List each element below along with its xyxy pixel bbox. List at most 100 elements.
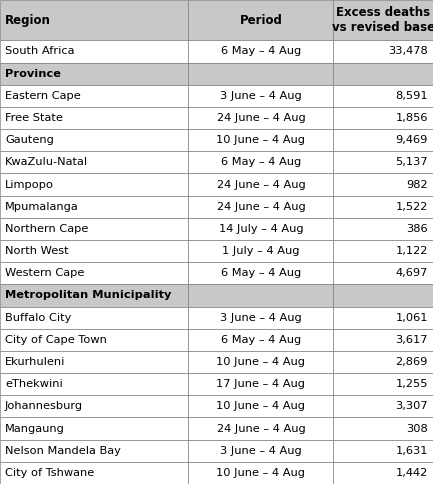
- Text: 3 June – 4 Aug: 3 June – 4 Aug: [220, 91, 302, 101]
- Bar: [0, 439, 188, 462]
- Bar: [0, 285, 188, 306]
- Bar: [188, 285, 333, 306]
- Text: Nelson Mandela Bay: Nelson Mandela Bay: [5, 446, 121, 456]
- Text: 3 June – 4 Aug: 3 June – 4 Aug: [220, 446, 302, 456]
- Text: 6 May – 4 Aug: 6 May – 4 Aug: [221, 46, 301, 57]
- Bar: [188, 218, 333, 240]
- Text: KwaZulu-Natal: KwaZulu-Natal: [5, 157, 88, 167]
- Bar: [188, 395, 333, 417]
- Bar: [188, 462, 333, 484]
- Bar: [0, 85, 188, 107]
- Text: 1,061: 1,061: [395, 313, 428, 323]
- Bar: [333, 40, 433, 62]
- Bar: [188, 129, 333, 151]
- Bar: [333, 129, 433, 151]
- Text: Limpopo: Limpopo: [5, 180, 54, 190]
- Bar: [188, 173, 333, 196]
- Bar: [333, 107, 433, 129]
- Text: 1,442: 1,442: [396, 468, 428, 478]
- Bar: [0, 462, 188, 484]
- Text: 982: 982: [407, 180, 428, 190]
- Text: 4,697: 4,697: [396, 268, 428, 278]
- Text: City of Tshwane: City of Tshwane: [5, 468, 94, 478]
- Bar: [333, 262, 433, 285]
- Bar: [188, 262, 333, 285]
- Bar: [188, 351, 333, 373]
- Bar: [333, 240, 433, 262]
- Bar: [333, 218, 433, 240]
- Bar: [188, 0, 333, 40]
- Bar: [188, 40, 333, 62]
- Bar: [0, 196, 188, 218]
- Text: 24 June – 4 Aug: 24 June – 4 Aug: [216, 202, 305, 212]
- Bar: [333, 196, 433, 218]
- Bar: [188, 196, 333, 218]
- Text: 1,856: 1,856: [395, 113, 428, 123]
- Text: Mpumalanga: Mpumalanga: [5, 202, 79, 212]
- Text: 2,869: 2,869: [396, 357, 428, 367]
- Text: 6 May – 4 Aug: 6 May – 4 Aug: [221, 157, 301, 167]
- Text: 308: 308: [406, 424, 428, 434]
- Text: Period: Period: [239, 14, 282, 27]
- Bar: [333, 439, 433, 462]
- Bar: [188, 151, 333, 173]
- Bar: [333, 373, 433, 395]
- Text: Johannesburg: Johannesburg: [5, 401, 83, 411]
- Bar: [188, 306, 333, 329]
- Bar: [333, 351, 433, 373]
- Text: Metropolitan Municipality: Metropolitan Municipality: [5, 290, 171, 301]
- Bar: [333, 85, 433, 107]
- Bar: [188, 85, 333, 107]
- Bar: [188, 329, 333, 351]
- Text: 10 June – 4 Aug: 10 June – 4 Aug: [216, 357, 305, 367]
- Bar: [188, 107, 333, 129]
- Bar: [0, 262, 188, 285]
- Text: North West: North West: [5, 246, 68, 256]
- Bar: [333, 329, 433, 351]
- Text: 24 June – 4 Aug: 24 June – 4 Aug: [216, 180, 305, 190]
- Text: 1,255: 1,255: [395, 379, 428, 389]
- Bar: [0, 240, 188, 262]
- Text: 24 June – 4 Aug: 24 June – 4 Aug: [216, 113, 305, 123]
- Bar: [0, 218, 188, 240]
- Bar: [188, 417, 333, 439]
- Text: Free State: Free State: [5, 113, 63, 123]
- Bar: [333, 285, 433, 306]
- Bar: [0, 40, 188, 62]
- Text: 17 June – 4 Aug: 17 June – 4 Aug: [216, 379, 305, 389]
- Bar: [0, 107, 188, 129]
- Bar: [333, 462, 433, 484]
- Bar: [188, 62, 333, 85]
- Text: Northern Cape: Northern Cape: [5, 224, 88, 234]
- Text: 33,478: 33,478: [388, 46, 428, 57]
- Text: 1,522: 1,522: [396, 202, 428, 212]
- Bar: [333, 0, 433, 40]
- Text: Eastern Cape: Eastern Cape: [5, 91, 81, 101]
- Text: Gauteng: Gauteng: [5, 135, 54, 145]
- Text: eThekwini: eThekwini: [5, 379, 63, 389]
- Bar: [0, 151, 188, 173]
- Bar: [333, 395, 433, 417]
- Text: 1,122: 1,122: [396, 246, 428, 256]
- Text: South Africa: South Africa: [5, 46, 74, 57]
- Bar: [0, 0, 188, 40]
- Text: 1 July – 4 Aug: 1 July – 4 Aug: [222, 246, 300, 256]
- Text: 9,469: 9,469: [396, 135, 428, 145]
- Bar: [0, 306, 188, 329]
- Text: 14 July – 4 Aug: 14 July – 4 Aug: [219, 224, 303, 234]
- Bar: [0, 417, 188, 439]
- Text: Mangaung: Mangaung: [5, 424, 65, 434]
- Text: 386: 386: [407, 224, 428, 234]
- Text: Region: Region: [5, 14, 51, 27]
- Text: 10 June – 4 Aug: 10 June – 4 Aug: [216, 401, 305, 411]
- Text: Province: Province: [5, 69, 61, 78]
- Bar: [0, 129, 188, 151]
- Bar: [333, 306, 433, 329]
- Text: 3,617: 3,617: [395, 335, 428, 345]
- Text: Ekurhuleni: Ekurhuleni: [5, 357, 65, 367]
- Text: Western Cape: Western Cape: [5, 268, 84, 278]
- Bar: [0, 62, 188, 85]
- Bar: [0, 395, 188, 417]
- Bar: [188, 240, 333, 262]
- Text: Buffalo City: Buffalo City: [5, 313, 71, 323]
